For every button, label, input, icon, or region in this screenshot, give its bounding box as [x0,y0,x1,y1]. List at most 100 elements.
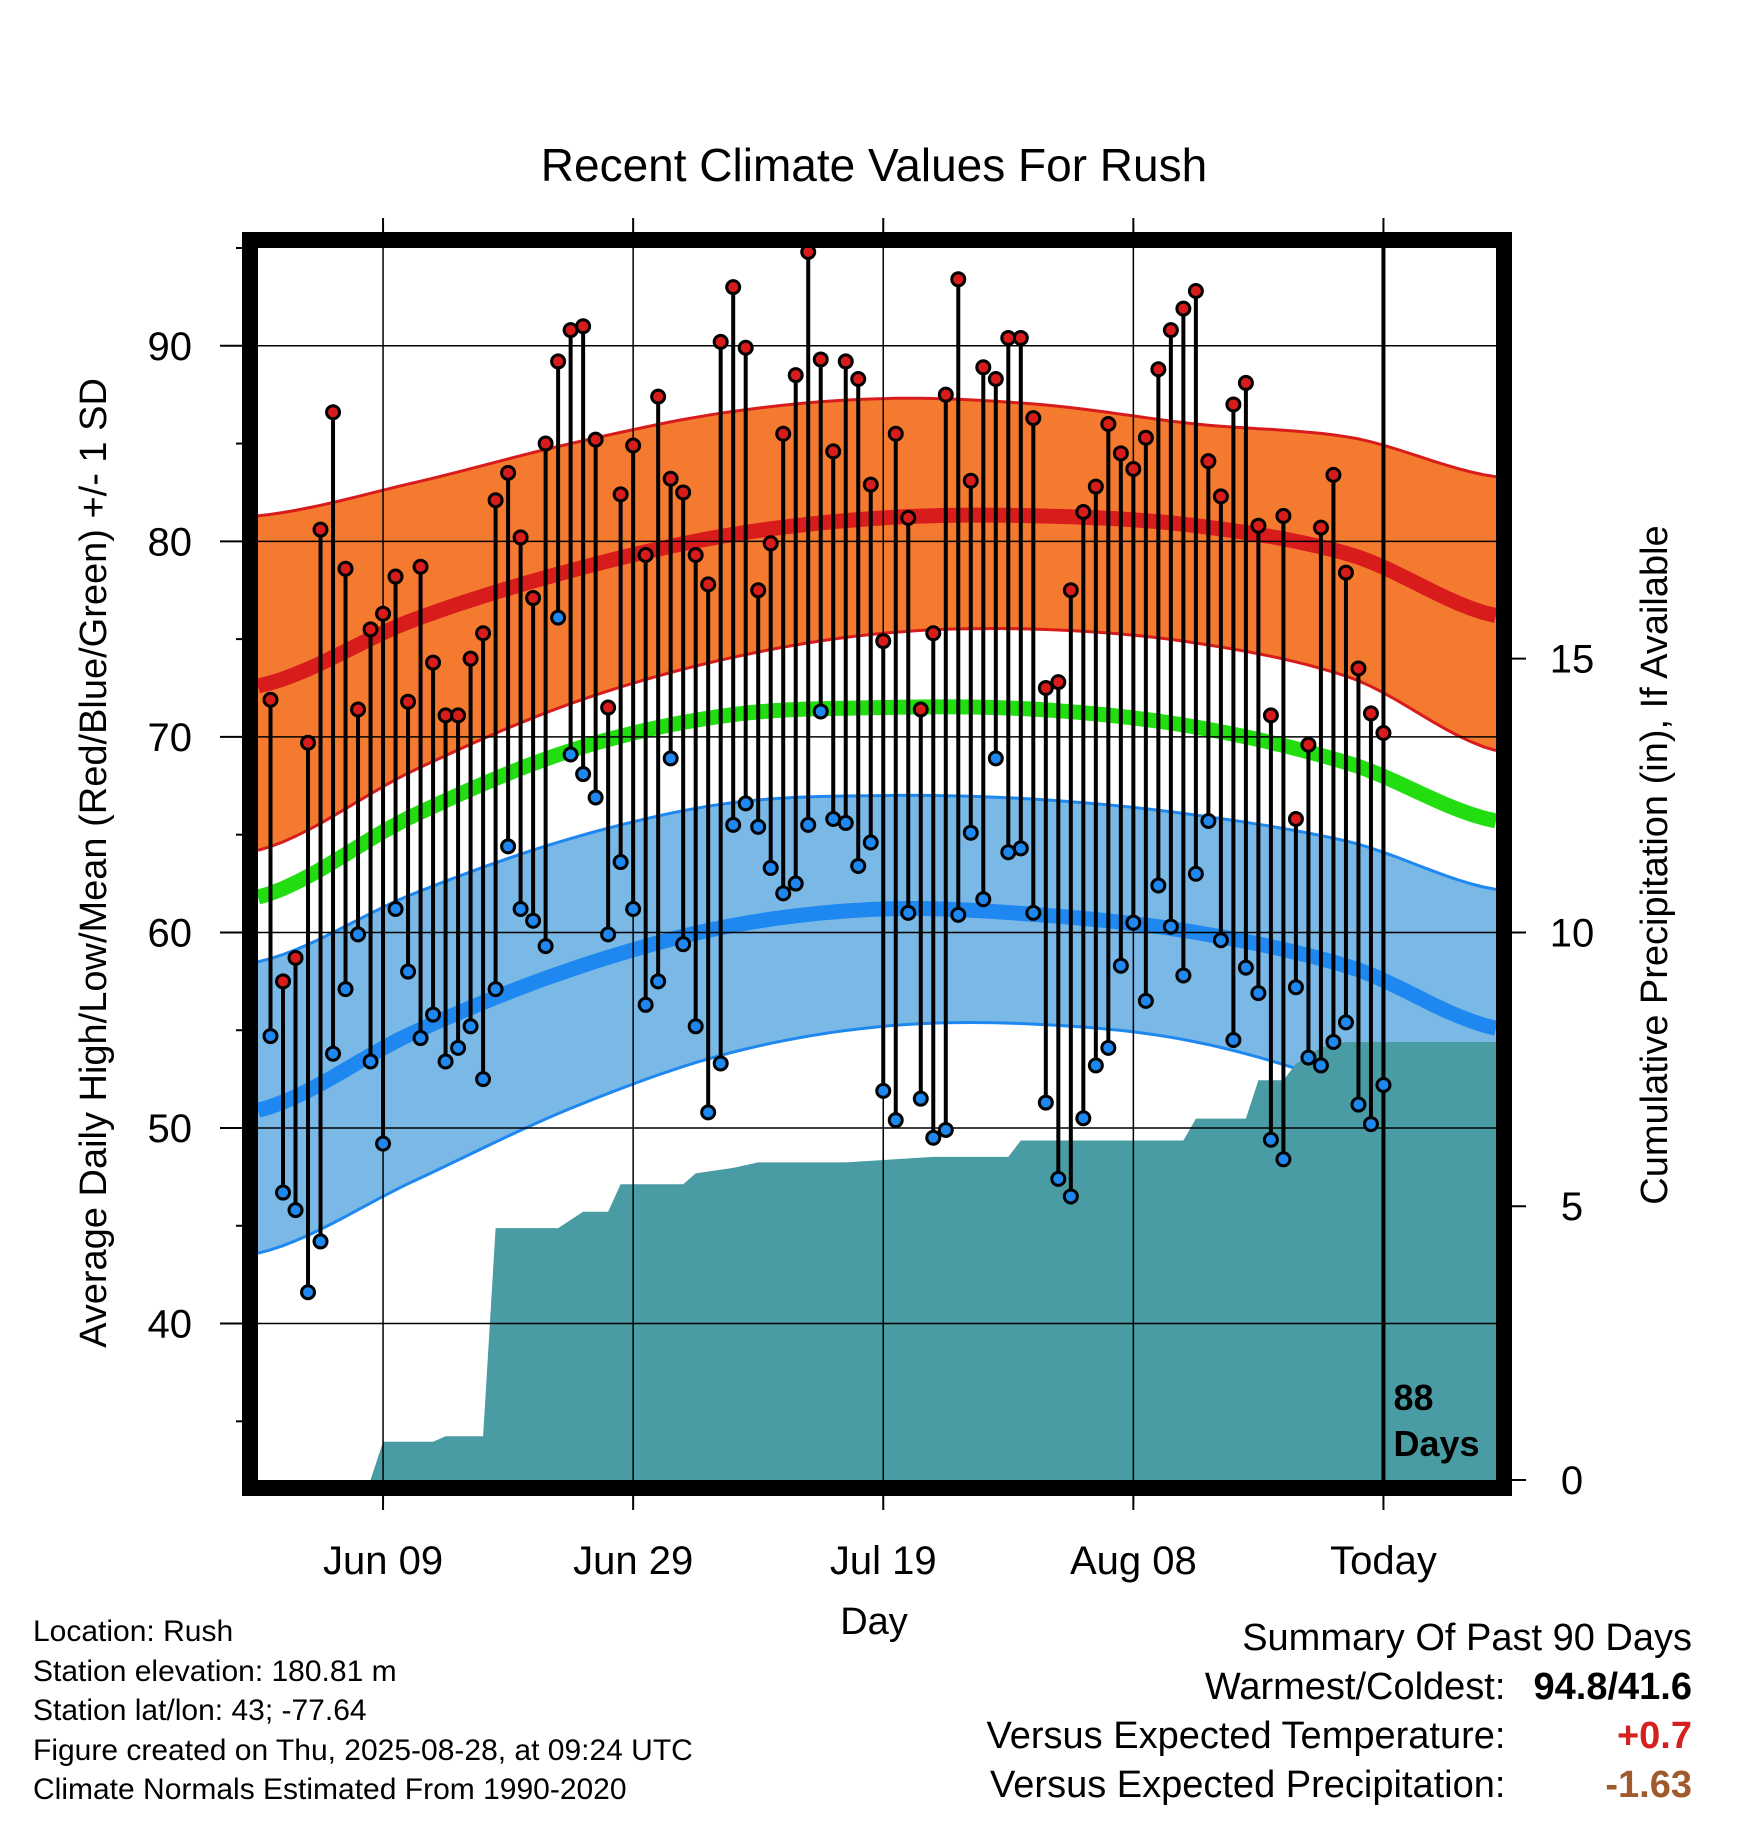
daily-high-point [500,464,517,481]
daily-low-point [637,996,654,1013]
daily-high-point [612,486,629,503]
daily-high-point [1237,374,1254,391]
daily-low-point [937,1121,954,1138]
daily-low-point [262,1028,279,1045]
y-tick-label: 70 [148,716,193,760]
daily-high-point [1100,416,1117,432]
daily-low-point [1125,914,1142,931]
normal-low-line [258,901,1496,1118]
daily-high-point [1025,410,1042,427]
x-tick-label: Jun 09 [323,1539,443,1583]
created-text: Figure created on Thu, 2025-08-28, at 09… [33,1733,693,1767]
daily-high-point [937,386,954,403]
daily-high-point [262,691,279,708]
daily-high-point [875,633,892,650]
daily-high-point [387,568,404,585]
daily-high-point [950,271,967,288]
daily-high-point [925,625,942,642]
daily-low-point [1375,1076,1392,1093]
daily-low-point [950,906,967,923]
daily-high-point [537,435,554,452]
daily-low-point [412,1030,429,1047]
y-tick-label: 80 [148,520,193,564]
y2-axis-label: Cumulative Precipitation (in), If Availa… [1634,525,1676,1204]
summary-panel: Summary Of Past 90 Days Warmest/Coldest:… [987,1614,1692,1810]
precip-row: Versus Expected Precipitation: -1.63 [987,1761,1692,1810]
daily-low-point [425,1006,442,1023]
high-plus-sd-line [258,396,1496,518]
daily-low-point [975,891,992,908]
daily-high-point [475,625,492,642]
daily-low-point [1350,1096,1367,1113]
normal-bands [258,396,1496,1255]
daily-high-point [1212,488,1229,505]
daily-low-point [650,973,667,990]
daily-high-point [1125,460,1142,477]
daily-low-point [912,1090,929,1107]
daily-high-point [337,560,354,577]
daily-low-point [1237,959,1254,976]
y2-tick-label: 0 [1561,1459,1583,1503]
daily-low-point [737,795,754,812]
daily-high-point [1200,453,1217,470]
daily-low-point [375,1135,392,1152]
daily-low-point [325,1045,342,1062]
daily-low-point [1087,1057,1104,1074]
x-tick-label: Jul 19 [830,1539,937,1583]
daily-high-point [450,707,467,724]
x-tick-label: Today [1330,1539,1437,1583]
daily-high-point [625,437,642,454]
daily-high-point [725,279,742,296]
daily-low-point [1175,967,1192,984]
cumulative-precip-area [258,1042,1496,1480]
daily-high-point [775,425,792,442]
daily-low-point [437,1053,454,1070]
summary-heading: Summary Of Past 90 Days [1242,1617,1692,1659]
x-tick-label: Aug 08 [1070,1539,1197,1583]
daily-low-point [725,816,742,833]
daily-high-point [1325,466,1342,483]
daily-high-point [1150,361,1167,378]
low-sd-band [258,795,1496,1254]
daily-high-point [987,371,1004,388]
daily-low-point [1225,1032,1242,1048]
daily-low-point [450,1039,467,1056]
daily-low-point [1212,932,1229,949]
normals-text: Climate Normals Estimated From 1990-2020 [33,1773,627,1806]
daily-low-point [875,1082,892,1099]
daily-high-point [712,333,729,350]
daily-high-point [550,353,567,370]
daily-low-point [1150,877,1167,894]
daily-high-point [1087,478,1104,495]
y-tick-label: 60 [148,911,193,955]
daily-low-point [700,1104,717,1121]
y-tick-label: 40 [148,1303,193,1347]
warm-cold-row: Warmest/Coldest: 94.8/41.6 [987,1663,1692,1712]
daily-low-point [1275,1151,1292,1168]
precip-value: -1.63 [1605,1764,1692,1806]
daily-low-point [787,875,804,892]
daily-high-point [787,367,804,384]
daily-observations [262,248,1392,1301]
daily-low-point [1250,985,1267,1002]
daily-high-point [887,425,904,442]
temp-label: Versus Expected Temperature: [986,1715,1506,1757]
daily-low-point [1325,1033,1342,1050]
daily-low-point [337,981,354,998]
daily-high-point [650,388,667,405]
daily-high-point [837,353,854,370]
daily-high-point [575,318,592,335]
daily-low-point [925,1129,942,1146]
daily-low-point [1300,1049,1317,1066]
daily-low-point [1362,1116,1379,1133]
daily-low-point [900,904,917,921]
daily-low-point [487,981,504,998]
daily-high-point [462,650,479,667]
daily-high-point [675,484,692,501]
daily-high-point [1175,300,1192,317]
normal-mean-line [258,699,1496,905]
high-sd-band [258,398,1496,851]
daily-low-point [1287,979,1304,996]
warm-cold-value: 94.8/41.6 [1533,1666,1692,1708]
